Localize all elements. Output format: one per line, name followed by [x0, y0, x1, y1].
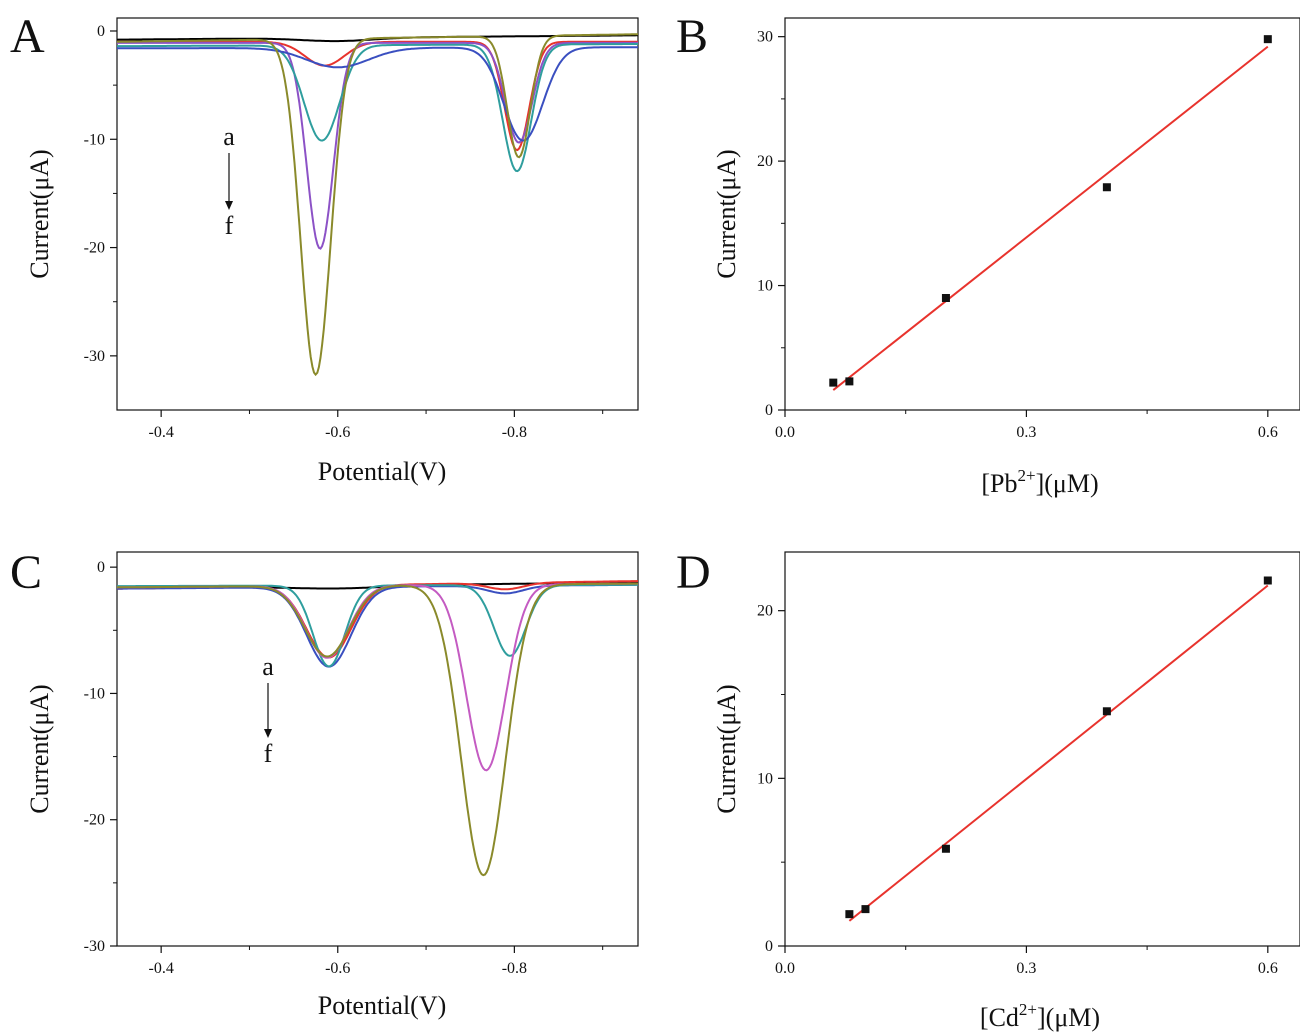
y-tick-label: -30: [84, 938, 105, 955]
x-axis-title: [Cd2+](μM): [980, 1000, 1100, 1032]
x-axis-title: [Pb2+](μM): [981, 466, 1098, 498]
x-axis-title-part: [Cd: [980, 1003, 1019, 1032]
data-point: [829, 378, 838, 387]
panel-label-d: D: [676, 546, 711, 599]
plot-frame: [784, 17, 1300, 411]
y-axis-title: Current(μA): [712, 149, 741, 278]
y-tick-label: 10: [757, 278, 773, 295]
y-tick-label: 0: [765, 938, 773, 955]
data-point: [1263, 576, 1272, 585]
data-point: [941, 844, 950, 853]
annotation-arrow-head: [225, 201, 233, 210]
panel-label-c: C: [10, 546, 42, 599]
x-axis-title-sup: 2+: [1019, 1000, 1037, 1019]
y-axis-title: Current(μA): [712, 684, 741, 813]
y-tick-label: 30: [757, 29, 773, 46]
x-axis-title-part: [Pb: [981, 469, 1017, 498]
x-tick-label: -0.4: [148, 424, 173, 441]
data-point: [1263, 35, 1272, 44]
series-line-3: [117, 43, 638, 173]
y-tick-label: -20: [84, 240, 105, 257]
data-point: [1102, 707, 1111, 716]
annotation-end: f: [225, 211, 234, 240]
x-tick-label: -0.6: [325, 424, 350, 441]
x-axis-title: Potential(V): [318, 457, 447, 486]
y-tick-label: 0: [97, 23, 105, 40]
panel-label-b: B: [676, 10, 708, 63]
series-line-0: [117, 34, 638, 43]
panel-a: -0.4 -0.6 -0.8 0 -10 -20 -30 A Potential(V) Curre…: [10, 10, 639, 486]
series-line-4: [117, 46, 638, 142]
x-axis-title-sup: 2+: [1017, 466, 1035, 485]
data-point: [845, 910, 854, 919]
plot-frame: [116, 551, 639, 947]
series-line-4: [117, 582, 638, 772]
annotation-arrow-head: [264, 729, 272, 738]
y-axis-title: Current(μA): [25, 684, 54, 813]
plot-frame: [116, 17, 639, 411]
series-group: [117, 33, 638, 377]
annotation-end: f: [264, 739, 273, 768]
y-tick-label: 20: [757, 603, 773, 620]
data-point: [861, 905, 870, 914]
data-point: [1102, 183, 1111, 192]
y-tick-label: -10: [84, 131, 105, 148]
series-line-3: [117, 583, 638, 668]
x-tick-label: -0.6: [325, 960, 350, 977]
series-group: [117, 580, 638, 877]
series-line-1: [117, 580, 638, 659]
panel-label-a: A: [10, 10, 45, 63]
panel-b: 0.0 0.3 0.6 0 10 20 30 B [Pb2+](μM) Current(μA): [676, 10, 1300, 498]
panel-c: -0.4 -0.6 -0.8 0 -10 -20 -30 C Potential(V) Curre…: [10, 546, 639, 1020]
series-line-5: [117, 582, 638, 877]
data-point: [941, 294, 950, 302]
x-tick-label: 0.6: [1258, 424, 1278, 441]
y-tick-label: -20: [84, 812, 105, 829]
series-line-1: [117, 40, 638, 152]
series-line-2: [117, 41, 638, 250]
x-tick-label: 0.3: [1016, 960, 1036, 977]
x-tick-label: 0.3: [1016, 424, 1036, 441]
x-tick-label: -0.8: [502, 424, 527, 441]
x-axis-title-part: ](μM): [1036, 469, 1099, 498]
y-tick-label: 0: [765, 402, 773, 419]
annotation-start: a: [262, 652, 274, 681]
panel-d: 0.0 0.3 0.6 0 10 20 D [Cd2+](μM) Current(μA): [676, 546, 1300, 1032]
y-tick-label: 20: [757, 153, 773, 170]
annotation-start: a: [223, 122, 235, 151]
x-tick-label: 0.0: [775, 424, 795, 441]
series-line-5: [117, 33, 638, 377]
x-tick-label: -0.4: [148, 960, 173, 977]
series-line-2: [117, 583, 638, 668]
y-tick-label: 0: [97, 559, 105, 576]
x-axis-title-part: ](μM): [1037, 1003, 1100, 1032]
plot-frame: [784, 551, 1300, 947]
x-axis-title: Potential(V): [318, 991, 447, 1020]
fit-line: [848, 584, 1269, 922]
x-tick-label: 0.0: [775, 960, 795, 977]
y-tick-label: 10: [757, 770, 773, 787]
data-point: [845, 377, 854, 386]
y-axis-title: Current(μA): [25, 149, 54, 278]
y-tick-label: -30: [84, 348, 105, 365]
y-tick-label: -10: [84, 685, 105, 702]
fit-line: [832, 45, 1269, 391]
x-tick-label: 0.6: [1258, 960, 1278, 977]
x-tick-label: -0.8: [502, 960, 527, 977]
